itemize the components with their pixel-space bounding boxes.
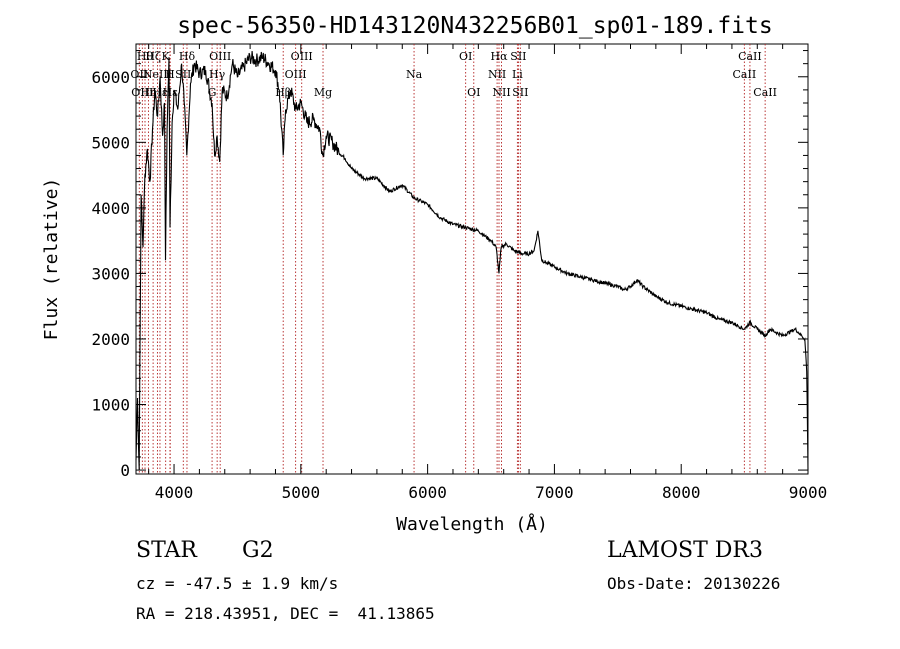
spectral-line-label: CaII — [738, 50, 762, 63]
y-tick-label: 4000 — [91, 199, 130, 218]
spectral-line-label: Hη — [140, 86, 156, 99]
spectral-line-label: G — [208, 86, 217, 99]
spectral-line-label: SII — [512, 86, 528, 99]
y-axis-label: Flux (relative) — [41, 178, 62, 341]
x-tick-label: 5000 — [282, 483, 321, 502]
survey-name: LAMOST DR3 — [607, 538, 763, 563]
spectral-line-label: OIII — [285, 68, 307, 81]
spectral-line-label: NII — [492, 86, 510, 99]
spectrum-line — [135, 50, 809, 471]
spectral-line-label: OIII — [209, 50, 231, 63]
spectral-line-label: NeIII — [143, 68, 172, 81]
spectral-line-label: Li — [512, 68, 523, 81]
x-tick-label: 4000 — [155, 483, 194, 502]
spectral-line-label: OII — [130, 68, 148, 81]
spectral-line-label: SII — [510, 50, 526, 63]
spectral-line-label: OI — [459, 50, 472, 63]
x-tick-label: 7000 — [535, 483, 574, 502]
y-tick-label: 5000 — [91, 133, 130, 152]
spectral-line-label: SII — [175, 68, 191, 81]
spectral-line-label: Hα — [490, 50, 508, 63]
y-tick-label: 3000 — [91, 264, 130, 283]
object-type: STAR — [136, 538, 197, 563]
spectral-line-label: Na — [406, 68, 423, 81]
spectral-line-label: Hθ — [137, 50, 154, 63]
observation-date: Obs-Date: 20130226 — [607, 574, 781, 593]
spectral-line-label: CaII — [753, 86, 777, 99]
spectral-line-label: Hγ — [209, 68, 226, 81]
y-tick-label: 1000 — [91, 396, 130, 415]
plot-frame — [135, 43, 809, 475]
y-tick-label: 0 — [120, 461, 130, 480]
spectral-line-label: OIII — [291, 50, 313, 63]
spectral-line-label: H — [165, 68, 175, 81]
spectral-line-label: K — [162, 50, 171, 63]
spectral-line-label: NII — [488, 68, 506, 81]
y-tick-label: 2000 — [91, 330, 130, 349]
x-tick-label: 8000 — [662, 483, 701, 502]
y-tick-label: 6000 — [91, 68, 130, 87]
spectral-line-label: Hζ — [145, 50, 161, 63]
spectral-line-label: CaII — [733, 68, 757, 81]
x-axis-label: Wavelength (Å) — [396, 513, 548, 535]
spectral-line-label: Mg — [314, 86, 332, 99]
sky-coordinates: RA = 218.43951, DEC = 41.13865 — [136, 604, 435, 623]
x-tick-label: 9000 — [789, 483, 828, 502]
redshift-cz: cz = -47.5 ± 1.9 km/s — [136, 574, 339, 593]
spectral-line-label: OIII — [131, 86, 153, 99]
x-tick-label: 6000 — [408, 483, 447, 502]
spectral-line-label: OI — [467, 86, 480, 99]
chart-title: spec-56350-HD143120N432256B01_sp01-189.f… — [177, 13, 772, 39]
spectral-line-label: Hδ — [179, 50, 196, 63]
spectral-subclass: G2 — [242, 538, 274, 563]
